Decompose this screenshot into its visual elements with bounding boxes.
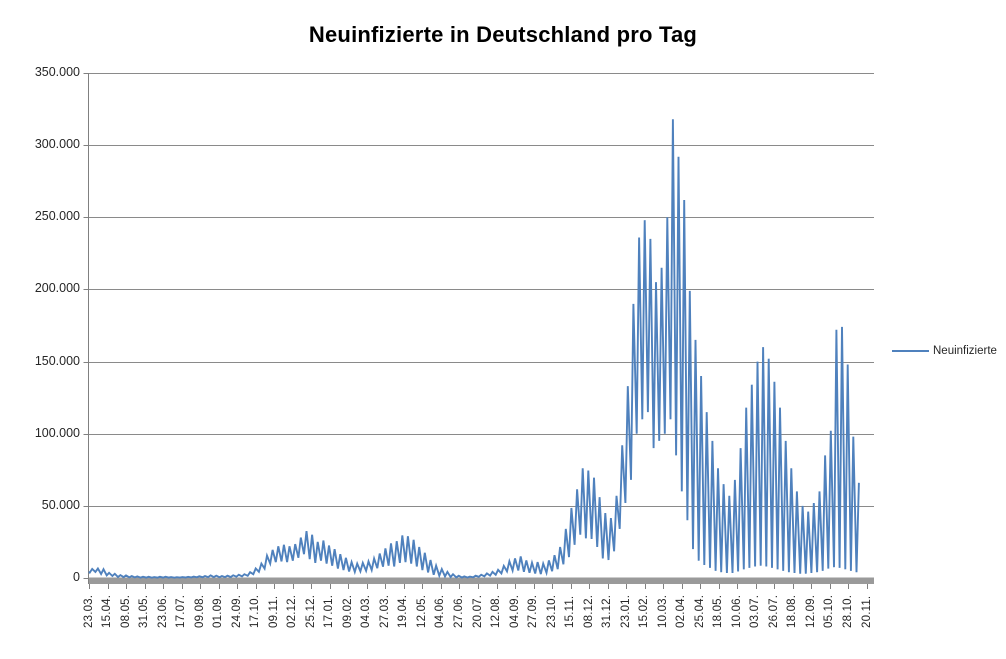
x-axis-label: 18.08. <box>786 594 799 628</box>
x-axis-label: 26.07. <box>767 594 780 628</box>
y-axis-label: 350.000 <box>34 65 80 79</box>
legend-label: Neuinfizierte <box>933 345 997 357</box>
x-axis-label: 28.10. <box>841 594 854 628</box>
x-axis-label: 24.09. <box>230 594 243 628</box>
x-axis-label: 20.07. <box>471 594 484 628</box>
x-axis-label: 02.12. <box>286 594 299 628</box>
x-axis-label: 23.06. <box>156 594 169 628</box>
legend: Neuinfizierte <box>892 345 997 357</box>
x-axis-label: 15.02. <box>638 594 651 628</box>
x-axis-label: 12.05. <box>415 594 428 628</box>
x-axis-label: 17.07. <box>175 594 188 628</box>
x-axis-label: 20.11. <box>860 595 873 628</box>
y-axis-label: 50.000 <box>41 497 80 512</box>
x-axis-label: 25.12. <box>304 594 317 628</box>
x-axis-label: 04.09. <box>508 594 521 628</box>
x-axis-bar <box>88 577 874 584</box>
y-axis-label: 150.000 <box>34 353 80 368</box>
x-axis-label: 10.06. <box>730 594 743 628</box>
x-axis-label: 10.03. <box>656 594 669 628</box>
x-axis-label: 09.08. <box>193 594 206 628</box>
x-axis-label: 23.10. <box>545 594 558 628</box>
x-axis-label: 27.06. <box>452 594 465 628</box>
x-axis-label: 12.08. <box>490 594 503 628</box>
x-axis-label: 02.04. <box>675 594 688 628</box>
x-axis-label: 09.02. <box>341 594 354 628</box>
series-line-neuinfizierte <box>88 119 860 579</box>
x-axis-label: 31.12. <box>601 594 614 628</box>
y-axis-label: 100.000 <box>34 425 80 440</box>
x-axis-label: 27.03. <box>378 594 391 628</box>
x-axis-label: 15.11. <box>564 595 577 628</box>
x-axis-label: 23.01. <box>619 594 632 628</box>
x-axis-label: 08.12. <box>582 594 595 628</box>
x-axis-label: 25.04. <box>693 594 706 628</box>
x-axis-label: 18.05. <box>712 594 725 628</box>
y-axis-label: 0 <box>73 570 80 584</box>
x-axis-label: 09.11. <box>267 595 280 628</box>
x-axis-label: 15.04. <box>101 594 114 628</box>
chart-title: Neuinfizierte in Deutschland pro Tag <box>308 22 698 47</box>
y-axis-label: 250.000 <box>34 209 80 224</box>
x-axis-label: 08.05. <box>119 594 132 628</box>
x-axis-label: 12.09. <box>804 594 817 628</box>
x-axis-label: 17.10. <box>249 594 262 628</box>
x-axis-label: 27.09. <box>527 594 540 628</box>
x-axis-label: 17.01. <box>323 594 336 628</box>
y-axis-label: 200.000 <box>34 281 80 296</box>
x-axis-label: 04.03. <box>360 594 373 628</box>
x-axis-label: 01.09. <box>212 594 225 628</box>
x-axis-label: 23.03. <box>82 594 95 628</box>
x-axis-label: 19.04. <box>397 594 410 628</box>
x-axis-label: 03.07. <box>749 594 762 628</box>
x-axis-label: 05.10. <box>823 594 836 628</box>
legend-line-sample <box>892 350 929 352</box>
x-axis-label: 04.06. <box>434 594 447 628</box>
y-axis-label: 300.000 <box>34 137 80 152</box>
x-axis-label: 31.05. <box>138 594 151 628</box>
